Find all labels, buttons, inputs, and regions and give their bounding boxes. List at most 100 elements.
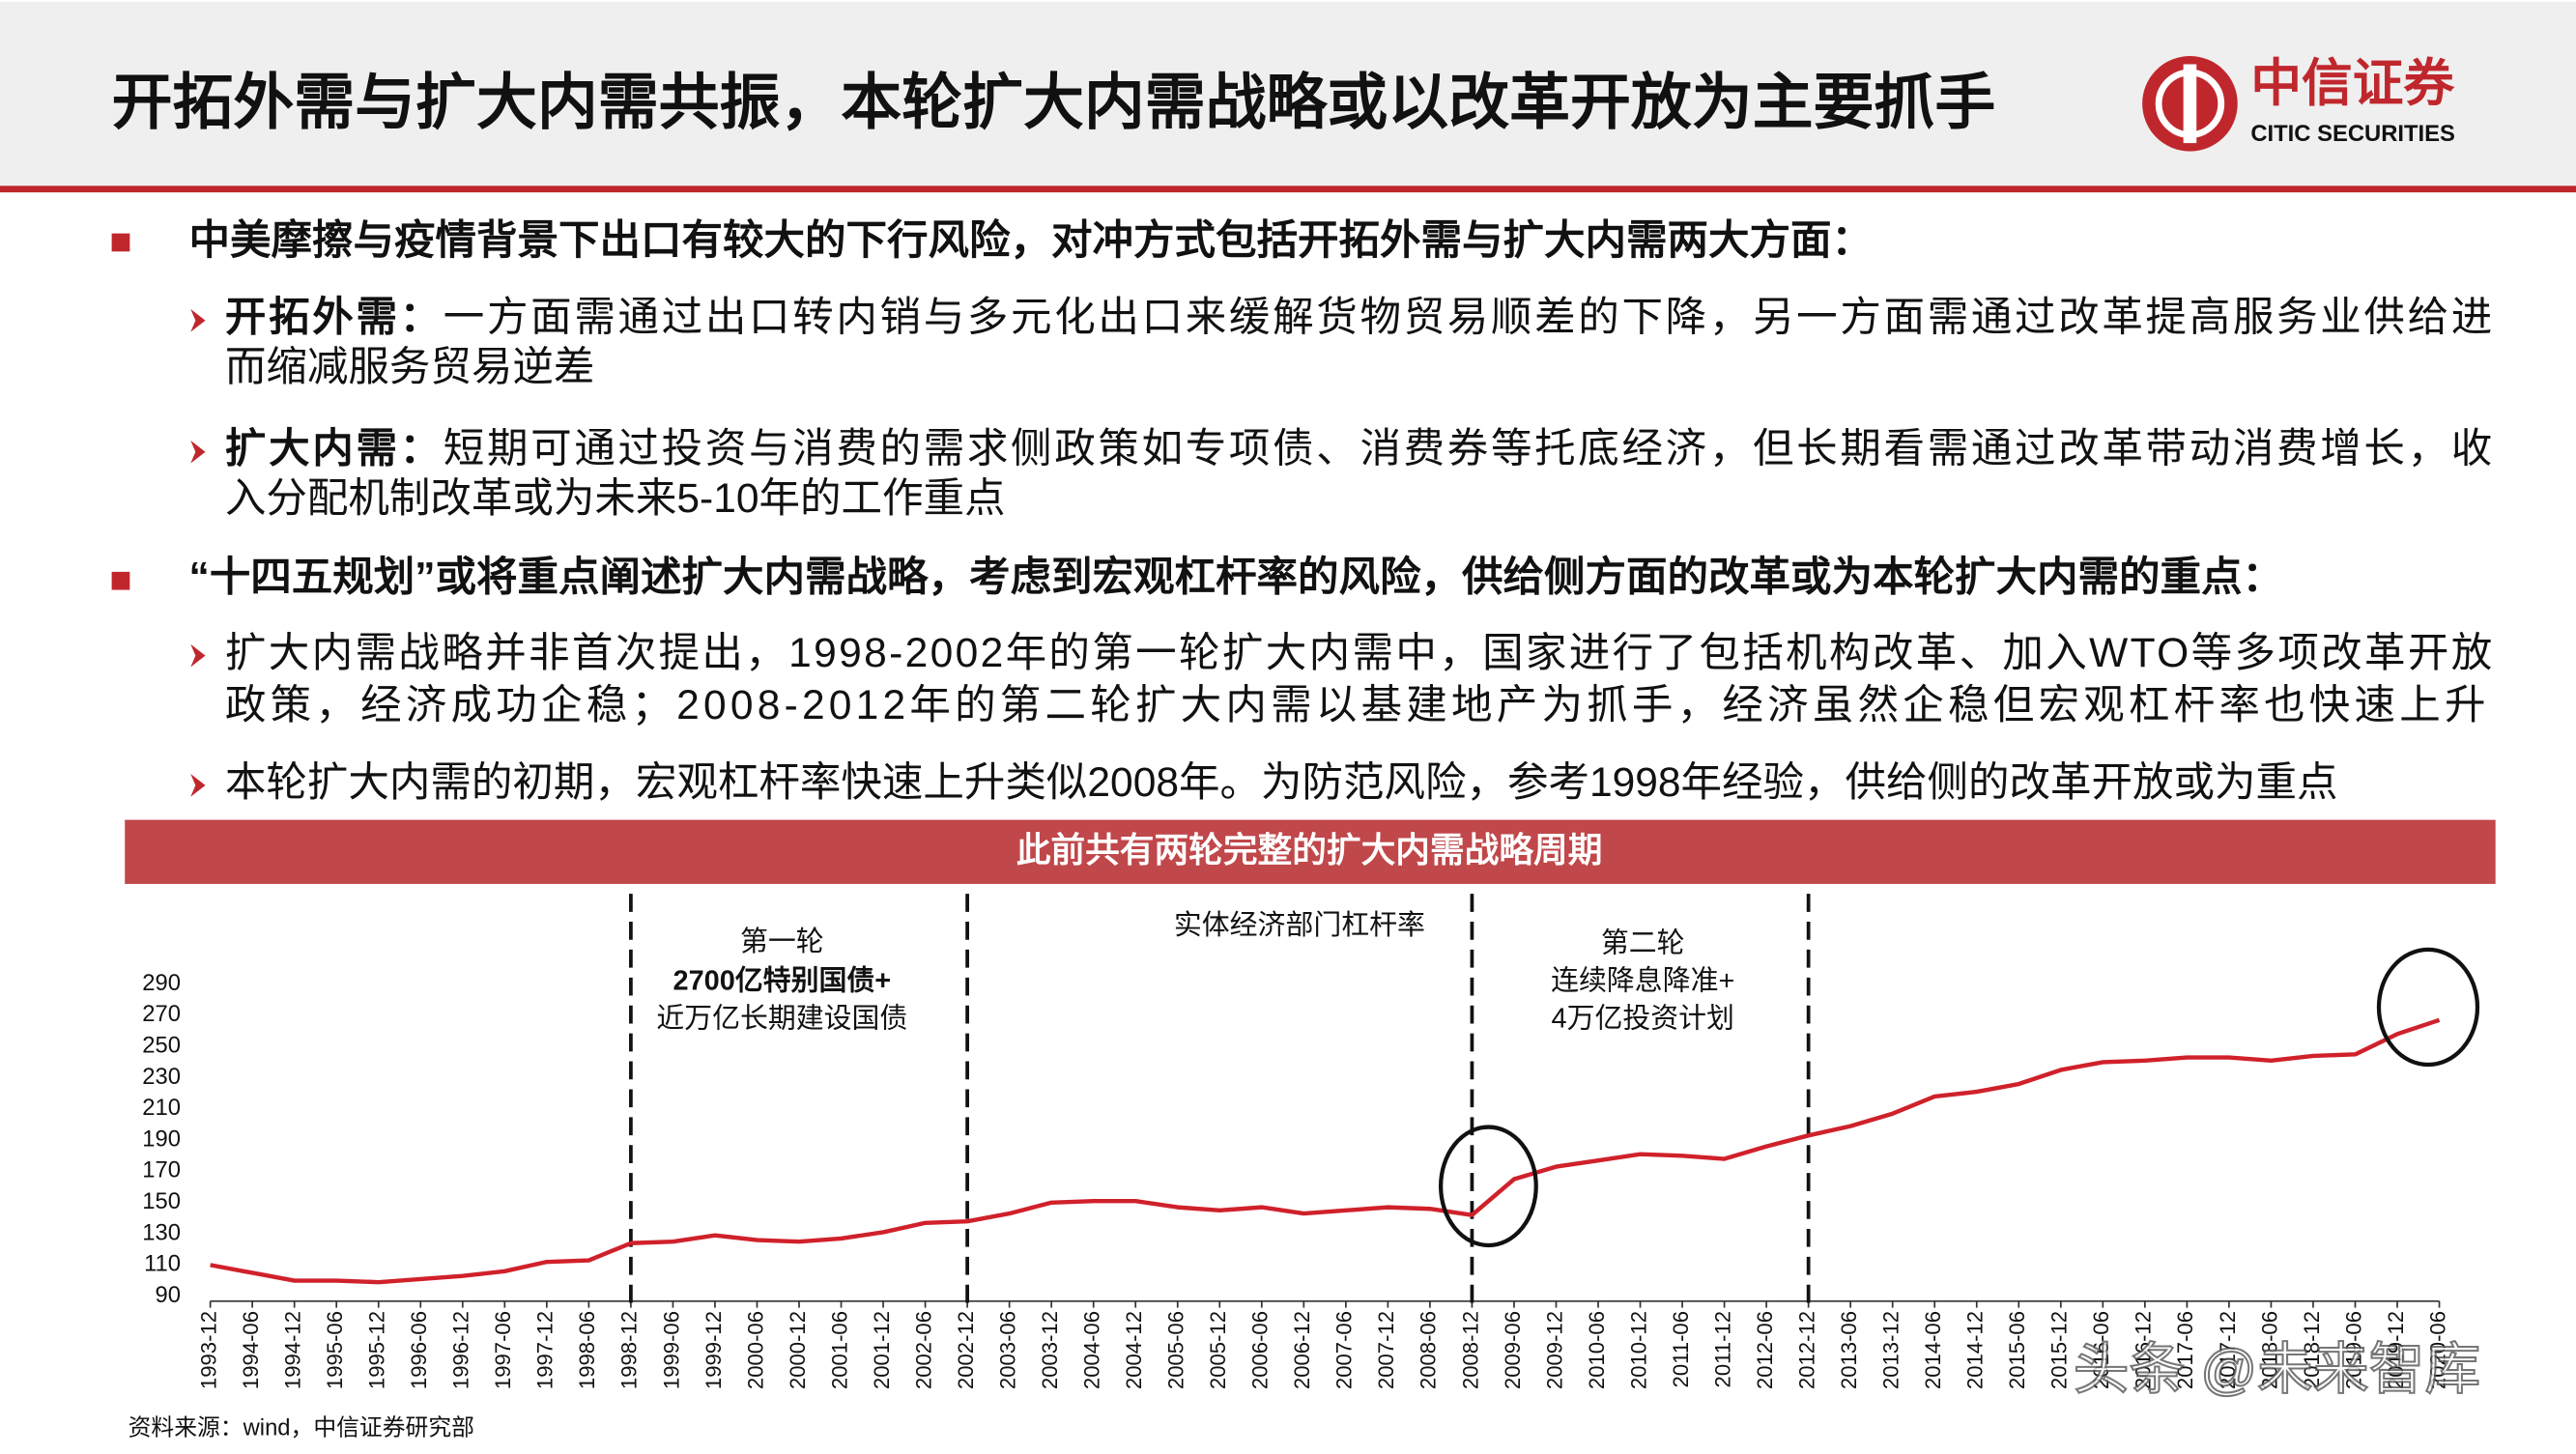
x-tick-label: 1998-06: [575, 1311, 599, 1389]
y-tick-label: 110: [144, 1251, 181, 1277]
annotation: 连续降息降准+: [1551, 966, 1734, 997]
x-tick-label: 2014-12: [1963, 1311, 1988, 1389]
x-tick-label: 1994-12: [281, 1311, 305, 1389]
x-tick-label: 2001-06: [827, 1311, 851, 1389]
logo-cn: 中信证券: [2250, 55, 2455, 112]
x-tick-label: 2009-06: [1501, 1311, 1525, 1389]
x-tick-label: 2006-06: [1248, 1311, 1273, 1389]
x-tick-label: 1994-06: [239, 1311, 263, 1389]
y-tick-label: 250: [142, 1033, 181, 1059]
banner: [125, 819, 2496, 884]
x-tick-label: 2005-12: [1206, 1311, 1230, 1389]
x-tick-label: 1993-12: [196, 1311, 220, 1389]
x-tick-label: 2004-12: [1122, 1311, 1146, 1389]
x-tick-label: 2017-06: [2173, 1311, 2197, 1389]
sub-arrow: [190, 643, 206, 668]
annotation: 第二轮: [1601, 927, 1685, 958]
x-tick-label: 2016-06: [2089, 1311, 2113, 1389]
x-tick-label: 2005-06: [1164, 1311, 1188, 1389]
sub-text: 短期可通过投资与消费的需求侧政策如专项债、消费券等托底经济，但长期看需通过改革带…: [444, 427, 2492, 472]
x-tick-label: 2003-12: [1038, 1311, 1062, 1389]
x-tick-label: 1999-12: [701, 1311, 726, 1389]
logo: 中信证券 CITIC SECURITIES: [2142, 55, 2455, 152]
sub-text: 一方面需通过出口转内销与多元化出口来缓解货物贸易顺差的下降，另一方面需通过改革提…: [444, 296, 2492, 341]
x-tick-label: 2012-06: [1753, 1311, 1777, 1389]
x-tick-label: 2000-12: [786, 1311, 810, 1389]
x-tick-label: 1995-12: [365, 1311, 389, 1389]
x-tick-label: 2013-06: [1837, 1311, 1861, 1389]
sub-arrow: [190, 308, 206, 332]
x-tick-label: 2016-12: [2132, 1311, 2156, 1389]
y-tick-label: 150: [142, 1188, 181, 1214]
x-tick-label: 2000-06: [743, 1311, 767, 1389]
highlight-circle: [1438, 1125, 1538, 1248]
x-tick-label: 1999-06: [659, 1311, 683, 1389]
header-rule: [0, 185, 2576, 193]
annotation: 4万亿投资计划: [1552, 1004, 1734, 1035]
sub-line: 而缩减服务贸易逆差: [225, 345, 595, 390]
x-tick-label: 1996-06: [407, 1311, 431, 1389]
sub-label: 开拓外需：: [225, 296, 441, 341]
source: 资料来源：wind，中信证券研究部: [129, 1415, 474, 1441]
sub-arrow: [190, 440, 206, 464]
x-tick-label: 2006-12: [1290, 1311, 1314, 1389]
y-tick-label: 210: [142, 1095, 181, 1121]
x-tick-label: 2020-06: [2425, 1311, 2449, 1389]
x-tick-label: 1997-12: [533, 1311, 558, 1389]
x-tick-label: 2018-06: [2257, 1311, 2281, 1389]
annotation: 近万亿长期建设国债: [656, 1004, 907, 1035]
sub-line: 扩大内需： 短期可通过投资与消费的需求侧政策如专项债、消费券等托底经济，但长期看需…: [225, 427, 2492, 472]
x-tick-label: 2012-12: [1794, 1311, 1818, 1389]
highlight-circle: [2376, 947, 2480, 1068]
chart-title: 实体经济部门杠杆率: [1174, 910, 1425, 941]
logo-en: CITIC SECURITIES: [2250, 121, 2455, 147]
annotation: 2700亿特别国债+: [673, 966, 892, 997]
sub-line: 本轮扩大内需的初期，宏观杠杆率快速上升类似2008年。为防范风险，参考1998年…: [225, 760, 2338, 806]
x-tick-label: 2011-06: [1669, 1311, 1693, 1387]
x-tick-label: 2002-06: [911, 1311, 935, 1389]
y-tick-label: 270: [142, 1001, 181, 1027]
x-tick-label: 2011-12: [1710, 1311, 1734, 1387]
x-tick-label: 2003-06: [995, 1311, 1019, 1389]
x-tick-label: 2007-06: [1332, 1311, 1357, 1389]
sub-line: 开拓外需： 一方面需通过出口转内销与多元化出口来缓解货物贸易顺差的下降，另一方面需…: [225, 296, 2492, 341]
sub-line: 政策，经济成功企稳；2008-2012年的第二轮扩大内需以基建地产为抓手，经济虽…: [225, 683, 2486, 728]
x-tick-label: 2008-06: [1417, 1311, 1441, 1389]
x-tick-label: 2015-06: [2005, 1311, 2029, 1389]
x-tick-label: 2010-06: [1585, 1311, 1609, 1389]
sub-line: 扩大内需战略并非首次提出，1998-2002年的第一轮扩大内需中，国家进行了包括…: [225, 631, 2492, 676]
sub-label: 扩大内需：: [225, 427, 441, 472]
x-tick-label: 2009-12: [1542, 1311, 1566, 1389]
x-tick-label: 2014-06: [1921, 1311, 1945, 1389]
y-tick-label: 130: [142, 1219, 181, 1245]
sub-line: 入分配机制改革或为未来5-10年的工作重点: [225, 476, 1006, 522]
sub-arrow: [190, 774, 206, 797]
x-tick-label: 1997-06: [491, 1311, 515, 1389]
x-tick-label: 2018-12: [2300, 1311, 2324, 1389]
x-tick-label: 2017-12: [2216, 1311, 2240, 1389]
x-tick-label: 1995-06: [323, 1311, 347, 1389]
y-tick-label: 170: [142, 1157, 181, 1183]
x-tick-label: 2013-12: [1879, 1311, 1903, 1389]
x-tick-label: 2010-12: [1626, 1311, 1650, 1389]
x-tick-label: 1998-12: [617, 1311, 642, 1389]
x-tick-label: 2004-06: [1080, 1311, 1104, 1389]
bullet-text: 中美摩擦与疫情背景下出口有较大的下行风险，对冲方式包括开拓外需与扩大内需两大方面…: [189, 218, 1874, 264]
x-tick-label: 1996-12: [449, 1311, 473, 1389]
x-tick-label: 2019-12: [2384, 1311, 2408, 1389]
watermark: 头条 @未来智库: [2074, 1339, 2481, 1401]
logo-bar: [2183, 64, 2197, 144]
x-tick-label: 2008-12: [1458, 1311, 1482, 1389]
x-tick-label: 2001-12: [870, 1311, 894, 1389]
banner-text: 此前共有两轮完整的扩大内需战略周期: [1016, 831, 1603, 870]
y-tick-label: 90: [156, 1282, 181, 1308]
x-tick-label: 2007-12: [1374, 1311, 1398, 1389]
y-tick-label: 190: [142, 1126, 181, 1152]
line-series: [210, 1017, 2441, 1285]
x-tick-label: 2015-12: [2047, 1311, 2072, 1389]
x-tick-label: 2002-12: [954, 1311, 978, 1389]
y-tick-label: 230: [142, 1064, 181, 1090]
bullet-text: “十四五规划”或将重点阐述扩大内需战略，考虑到宏观杠杆率的风险，供给侧方面的改革…: [189, 556, 2284, 601]
title: 开拓外需与扩大内需共振，本轮扩大内需战略或以改革开放为主要抓手: [112, 69, 1996, 136]
